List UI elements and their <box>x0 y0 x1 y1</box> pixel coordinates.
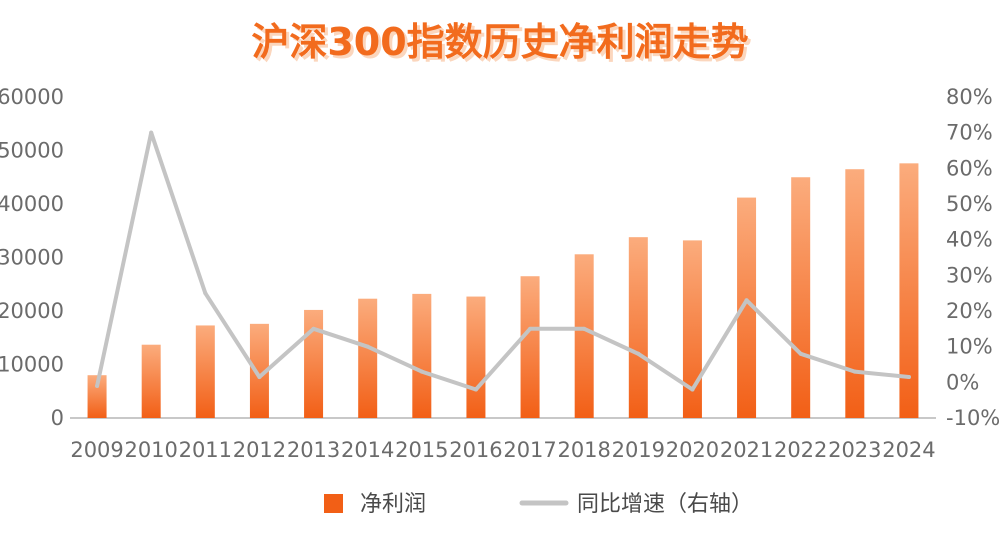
chart-title-text: 沪深300指数历史净利润走势 <box>251 20 748 64</box>
x-tick-label: 2016 <box>449 438 502 462</box>
x-tick-label: 2018 <box>557 438 610 462</box>
growth-point <box>528 326 533 331</box>
right-y-tick-label: 0% <box>946 370 979 394</box>
bar <box>899 163 919 418</box>
left-y-tick-label: 40000 <box>0 192 64 216</box>
left-y-axis: 0 10000 20000 30000 40000 50000 60000 <box>0 85 64 430</box>
right-y-tick-label: 10% <box>946 335 993 359</box>
bar <box>520 276 540 418</box>
growth-point <box>473 387 478 392</box>
x-axis: 2009 2010 2011 2012 2013 2014 2015 2016 2017 2018… <box>70 438 935 462</box>
growth-point <box>690 387 695 392</box>
bar <box>628 237 648 418</box>
bar <box>791 177 811 418</box>
x-tick-label: 2022 <box>774 438 827 462</box>
right-y-tick-label: 20% <box>946 299 993 323</box>
left-y-tick-label: 10000 <box>0 353 64 377</box>
growth-point <box>906 374 911 379</box>
x-tick-label: 2020 <box>666 438 719 462</box>
chart-title-shadow: 沪深300指数历史净利润走势 <box>254 23 751 67</box>
growth-point <box>419 369 424 374</box>
legend: 净利润 同比增速（右轴） <box>324 492 753 517</box>
right-y-tick-label: 40% <box>946 228 993 252</box>
bar-series <box>87 163 919 418</box>
x-tick-label: 2021 <box>720 438 773 462</box>
bar <box>358 298 378 418</box>
left-y-tick-label: 30000 <box>0 246 64 270</box>
growth-line <box>95 130 911 392</box>
growth-point <box>95 383 100 388</box>
growth-point <box>203 291 208 296</box>
left-y-tick-label: 60000 <box>0 85 64 109</box>
growth-point <box>798 351 803 356</box>
growth-point <box>365 344 370 349</box>
x-tick-label: 2012 <box>233 438 286 462</box>
growth-point <box>852 369 857 374</box>
growth-point <box>257 374 262 379</box>
right-y-tick-label: -10% <box>946 406 1000 430</box>
bar <box>737 197 757 418</box>
x-tick-label: 2017 <box>503 438 556 462</box>
x-tick-label: 2013 <box>287 438 340 462</box>
right-y-tick-label: 50% <box>946 192 993 216</box>
x-tick-label: 2015 <box>395 438 448 462</box>
bar <box>304 309 324 418</box>
legend-bar-label: 净利润 <box>360 492 426 517</box>
x-tick-label: 2014 <box>341 438 394 462</box>
growth-point <box>636 351 641 356</box>
legend-line-label: 同比增速（右轴） <box>577 492 753 517</box>
chart-title: 沪深300指数历史净利润走势 沪深300指数历史净利润走势 <box>251 20 751 67</box>
x-tick-label: 2019 <box>612 438 665 462</box>
x-tick-label: 2024 <box>882 438 935 462</box>
left-y-tick-label: 50000 <box>0 139 64 163</box>
right-y-tick-label: 80% <box>946 85 993 109</box>
x-tick-label: 2010 <box>124 438 177 462</box>
bar <box>141 344 161 418</box>
bar <box>87 375 107 418</box>
growth-point <box>311 326 316 331</box>
right-y-tick-label: 70% <box>946 121 993 145</box>
x-tick-label: 2023 <box>828 438 881 462</box>
left-y-tick-label: 20000 <box>0 299 64 323</box>
right-y-tick-label: 60% <box>946 156 993 180</box>
bar <box>466 296 486 418</box>
bar <box>249 323 269 418</box>
left-y-tick-label: 0 <box>51 406 64 430</box>
x-tick-label: 2009 <box>70 438 123 462</box>
growth-point <box>149 130 154 135</box>
bar <box>682 240 702 418</box>
growth-line-series <box>95 130 911 392</box>
bar <box>845 169 865 418</box>
x-tick-label: 2011 <box>179 438 232 462</box>
right-y-tick-label: 30% <box>946 263 993 287</box>
growth-point <box>582 326 587 331</box>
bar <box>412 293 432 418</box>
growth-point <box>744 298 749 303</box>
bar <box>574 254 594 418</box>
right-y-axis: -10% 0% 10% 20% 30% 40% 50% 60% 70% 80% <box>946 85 1000 430</box>
bar <box>195 325 215 418</box>
legend-bar-swatch <box>324 494 343 513</box>
